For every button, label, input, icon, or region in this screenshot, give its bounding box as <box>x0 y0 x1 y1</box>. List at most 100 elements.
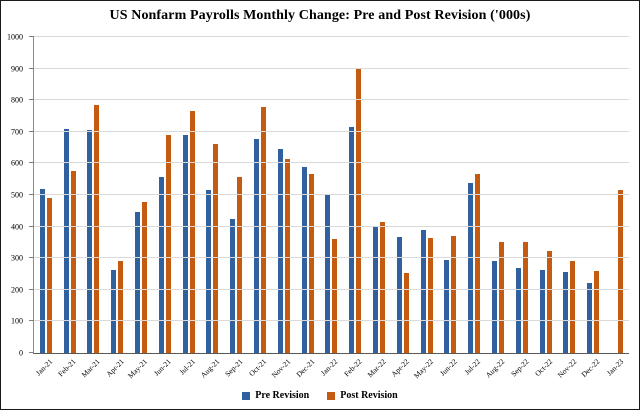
chart-title: US Nonfarm Payrolls Monthly Change: Pre … <box>109 8 531 23</box>
post-revision-bar <box>570 261 576 353</box>
gridline <box>34 288 629 290</box>
pre-revision-bar <box>277 148 283 353</box>
pre-revision-bar <box>468 183 474 353</box>
pre-revision-bar <box>254 139 260 353</box>
category-group: Oct-22 <box>533 37 558 378</box>
pre-revision-bar <box>87 130 93 353</box>
x-tick-label: Sep-22 <box>508 357 531 379</box>
post-revision-bar <box>261 106 267 353</box>
post-revision-bar <box>189 110 195 353</box>
x-tick-label: Jan-23 <box>604 357 626 378</box>
gridline <box>34 130 629 132</box>
category-group: May-21 <box>126 37 153 380</box>
category-group: May-22 <box>412 37 439 380</box>
gridline <box>34 194 629 195</box>
pre-revision-bar <box>396 236 402 353</box>
y-tick-label: 900 <box>11 64 23 74</box>
y-tick-label: 600 <box>11 158 23 168</box>
gridline <box>34 320 629 322</box>
x-tick-label: May-22 <box>411 357 436 381</box>
post-revision-swatch <box>327 391 336 400</box>
y-tick-label: 500 <box>11 190 23 200</box>
post-revision-bar <box>546 250 552 353</box>
gridline <box>34 257 629 259</box>
category-group: Dec-21 <box>294 37 320 379</box>
category-group: Mar-21 <box>80 37 106 379</box>
pre-revision-swatch <box>242 391 251 400</box>
gridline <box>34 67 629 69</box>
y-tick <box>29 288 34 290</box>
x-tick-label: Apr-22 <box>389 357 412 379</box>
post-revision-bar <box>94 104 100 353</box>
bars: Jan-21 Feb-21 Mar-21 Apr-21 May-21 Jun-21 Jul-… <box>34 37 629 380</box>
post-revision-bar <box>332 239 338 353</box>
post-revision-bar <box>237 177 243 353</box>
x-tick-label: Dec-22 <box>579 357 602 379</box>
x-tick-label: Sep-21 <box>223 357 245 379</box>
category-group: Apr-21 <box>104 37 129 379</box>
post-revision-bar <box>118 261 124 353</box>
x-tick-label: Jun-22 <box>437 357 459 378</box>
pre-revision-bar <box>563 272 569 353</box>
x-tick-label: Mar-22 <box>365 357 388 380</box>
y-tick-label: 1000 <box>7 32 23 42</box>
y-tick-label: 200 <box>11 285 23 295</box>
x-tick-label: Jul-22 <box>462 357 483 377</box>
post-revision-bar <box>380 222 386 353</box>
post-revision-bar <box>499 241 505 353</box>
pre-revision-bar <box>39 188 45 353</box>
x-tick-label: Dec-21 <box>294 357 317 379</box>
pre-revision-bar <box>420 229 426 353</box>
y-tick <box>29 162 34 164</box>
pre-revision-bar <box>158 177 164 353</box>
post-revision-bar <box>308 173 314 353</box>
x-tick-label: Jan-21 <box>33 357 55 378</box>
x-tick-label: Nov-21 <box>269 357 293 380</box>
y-tick <box>29 352 34 353</box>
category-group: Jul-22 <box>462 37 486 377</box>
pre-revision-bar <box>182 135 188 353</box>
pre-revision-bar <box>230 219 236 353</box>
pre-revision-bar <box>349 127 355 353</box>
category-group: Sep-21 <box>223 37 248 378</box>
category-group: Sep-22 <box>509 37 534 378</box>
legend-label-pre-revision: Pre Revision <box>255 390 310 401</box>
category-group: Aug-22 <box>484 37 510 380</box>
x-tick-label: Jun-21 <box>152 357 174 378</box>
x-tick-label: Jul-21 <box>177 357 198 377</box>
category-group: Jan-23 <box>605 37 629 378</box>
pre-revision-bar <box>63 128 69 353</box>
category-group: Jan-21 <box>34 37 58 378</box>
category-group: Jun-21 <box>152 37 177 378</box>
post-revision-bar <box>594 270 600 353</box>
gridline <box>34 162 629 164</box>
category-group: Nov-22 <box>555 37 582 380</box>
pre-revision-bar <box>373 227 379 353</box>
pre-revision-bar <box>206 189 212 353</box>
category-group: Mar-22 <box>365 37 391 379</box>
y-tick <box>29 99 34 101</box>
y-tick-label: 400 <box>11 222 23 232</box>
category-group: Jul-21 <box>177 37 201 377</box>
post-revision-bar <box>475 173 481 353</box>
y-tick <box>29 67 34 69</box>
pre-revision-bar <box>539 269 545 353</box>
x-tick-label: Feb-21 <box>56 357 79 379</box>
category-group: Aug-21 <box>198 37 225 380</box>
category-group: Oct-21 <box>247 37 272 378</box>
post-revision-bar <box>284 158 290 353</box>
x-tick-label: Aug-21 <box>198 357 221 380</box>
x-tick-label: Oct-21 <box>247 357 269 379</box>
y-tick <box>29 130 34 132</box>
pre-revision-bar <box>111 269 117 353</box>
post-revision-bar <box>427 237 433 353</box>
y-axis-labels: 0 100 200 300 400 500 600 700 800 900 1000 <box>1 33 30 358</box>
gridline <box>34 99 629 101</box>
x-tick-label: Aug-22 <box>483 357 507 380</box>
category-group: Nov-21 <box>270 37 296 380</box>
y-tick-label: 0 <box>19 348 23 358</box>
y-tick-label: 800 <box>11 95 23 105</box>
y-tick <box>29 36 34 37</box>
legend-item-post-revision: Post Revision <box>327 390 398 401</box>
